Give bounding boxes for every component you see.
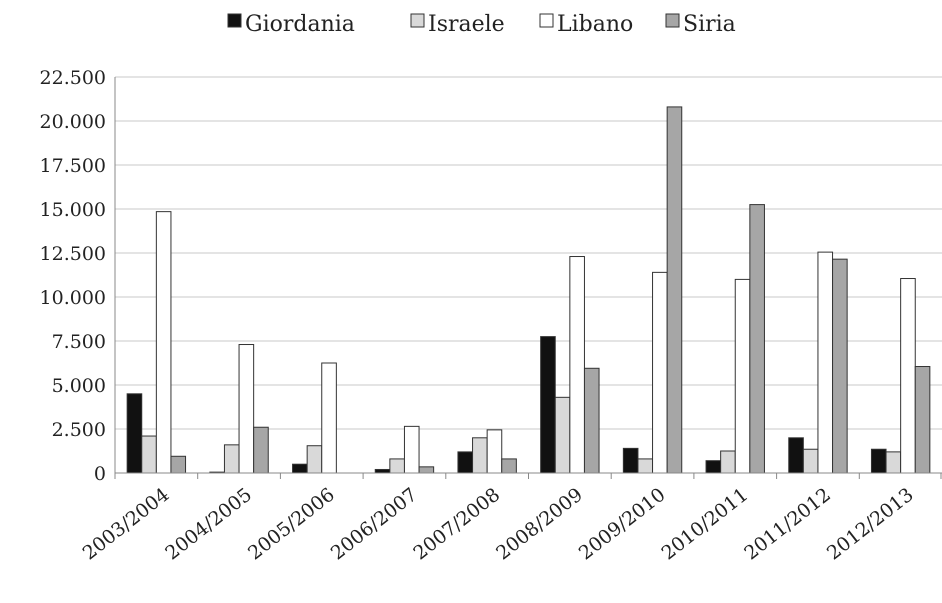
x-tick-label: 2003/2004 [79,484,174,565]
bar-giordania-2003-2004 [126,393,143,474]
bar-libano-2005-2006 [321,362,337,474]
x-tick-label: 2007/2008 [409,484,504,565]
bar-libano-2008-2009 [569,256,585,474]
y-tick-label: 2.500 [52,419,106,441]
bar-giordania-2011-2012 [788,437,804,474]
y-tick-label: 22.500 [40,67,106,89]
bar-libano-2009-2010 [652,271,668,474]
bar-israele-2012-2013 [885,451,902,474]
y-tick-label: 17.500 [40,155,106,177]
x-tick-label: 2009/2010 [575,484,670,565]
bar-giordania-2012-2013 [870,448,887,474]
legend-label-giordania: Giordania [245,12,355,37]
bar-libano-2006-2007 [403,425,420,474]
legend-swatch-israele [410,13,425,28]
bar-giordania-2008-2009 [540,336,556,474]
bar-libano-2004-2005 [238,344,255,474]
legend-label-israele: Israele [428,12,505,37]
bar-siria-2003-2004 [170,455,187,474]
bar-israele-2003-2004 [141,435,157,474]
y-tick-label: 15.000 [40,199,106,221]
bar-siria-2011-2012 [832,258,848,474]
bar-israele-2007-2008 [472,437,488,474]
bar-israele-2010-2011 [720,450,736,474]
x-tick-label: 2011/2012 [740,484,835,565]
bars [126,106,931,474]
legend-label-siria: Siria [683,12,736,37]
bar-giordania-2006-2007 [374,468,391,474]
y-tick-label: 7.500 [52,331,106,353]
bar-libano-2012-2013 [900,278,916,474]
bar-libano-2010-2011 [734,278,751,474]
bar-libano-2011-2012 [817,251,834,474]
bar-siria-2008-2009 [583,367,600,474]
bar-israele-2011-2012 [802,448,819,474]
bar-giordania-2010-2011 [705,460,722,474]
x-axis-tick-labels: 2003/20042004/20052005/20062006/20072007… [79,484,918,565]
legend-swatch-giordania [227,13,242,28]
legend-swatch-libano [539,13,554,28]
bar-israele-2009-2010 [637,458,654,474]
legend: Giordania Israele Libano Siria [227,12,736,37]
bar-siria-2007-2008 [501,458,517,474]
x-tick-label: 2012/2013 [823,484,918,565]
bar-libano-2003-2004 [155,211,172,474]
y-tick-label: 0 [94,463,106,485]
axes [114,77,942,479]
bar-siria-2009-2010 [666,106,683,474]
x-tick-label: 2010/2011 [658,484,753,565]
x-tick-label: 2005/2006 [244,484,339,565]
bar-siria-2006-2007 [418,466,435,474]
x-tick-label: 2006/2007 [327,484,422,565]
bar-giordania-2007-2008 [457,451,474,474]
y-tick-label: 12.500 [40,243,106,265]
x-tick-label: 2004/2005 [161,484,256,565]
legend-label-libano: Libano [557,12,633,37]
bar-israele-2008-2009 [554,396,571,474]
bar-siria-2010-2011 [749,204,765,474]
bar-giordania-2005-2006 [292,463,308,474]
y-axis-tick-labels: 0 2.500 5.000 7.500 10.000 12.500 15.000 17.500… [40,67,106,485]
bar-israele-2004-2005 [223,444,240,474]
y-tick-label: 10.000 [40,287,106,309]
bar-siria-2004-2005 [253,426,269,474]
x-tick-label: 2008/2009 [492,484,587,565]
bar-libano-2007-2008 [486,429,503,474]
y-tick-label: 20.000 [40,111,106,133]
y-tick-label: 5.000 [52,375,106,397]
bar-giordania-2009-2010 [622,447,639,474]
legend-swatch-siria [665,13,680,28]
bar-israele-2005-2006 [306,445,323,474]
bar-israele-2006-2007 [389,458,405,474]
bar-siria-2012-2013 [914,366,931,474]
